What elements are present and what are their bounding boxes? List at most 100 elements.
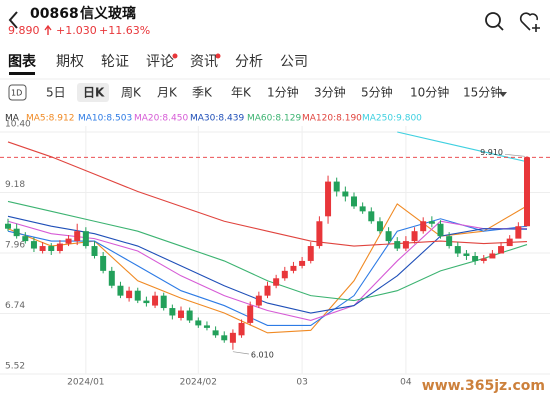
candle-body — [48, 246, 55, 252]
candle-body — [420, 221, 427, 232]
low-annotation: 6.010 — [251, 351, 274, 360]
tab[interactable]: 评论 — [146, 54, 174, 70]
candle-body — [203, 325, 210, 328]
tab[interactable]: 图表 — [8, 53, 37, 70]
candle-body — [333, 181, 340, 192]
legend-entry: MA5:8.912 — [26, 114, 74, 124]
candle-body — [195, 320, 202, 326]
period[interactable]: 1分钟 — [267, 85, 299, 100]
period[interactable]: 日K — [83, 86, 105, 100]
candle-body — [524, 157, 530, 227]
candle-body — [506, 238, 513, 247]
candle-body — [152, 295, 159, 306]
candle-body — [411, 231, 418, 242]
candle-body — [299, 260, 306, 266]
period[interactable]: 10分钟 — [410, 85, 449, 100]
tab[interactable]: 分析 — [235, 54, 263, 70]
candle-body — [22, 236, 29, 242]
badge-dot — [172, 53, 178, 59]
y-tick-label: 5.52 — [5, 362, 25, 372]
ma-line — [397, 131, 528, 163]
legend-entry: MA20:8.450 — [134, 114, 188, 124]
tab[interactable]: 资讯 — [190, 54, 218, 70]
period[interactable]: 年K — [231, 86, 252, 100]
search-icon[interactable] — [485, 12, 504, 31]
candle-body — [307, 246, 314, 261]
legend-entry: MA120:8.190 — [302, 114, 362, 124]
period[interactable]: 季K — [192, 86, 213, 100]
candle-body — [498, 246, 505, 254]
candle-body — [463, 253, 470, 256]
candle-body — [342, 191, 349, 197]
period-icon-box — [8, 84, 27, 101]
candle-body — [368, 211, 375, 222]
y-tick-label: 9.18 — [5, 180, 25, 190]
candle-body — [255, 295, 262, 306]
candle-body — [264, 285, 271, 296]
candle-body — [472, 255, 479, 261]
candle-body — [489, 253, 496, 259]
candle-body — [385, 231, 392, 242]
y-tick-label: 10.40 — [5, 120, 31, 130]
candle-body — [229, 332, 236, 343]
period[interactable]: 3分钟 — [314, 85, 346, 100]
candle-body — [351, 196, 357, 207]
period[interactable]: 5分钟 — [361, 85, 393, 100]
x-tick-label: 03 — [296, 378, 307, 388]
ma-line — [7, 218, 528, 326]
candle-body — [238, 322, 245, 336]
period[interactable]: 月K — [157, 86, 178, 100]
candle-body — [359, 206, 366, 212]
x-tick-label: 04 — [400, 378, 412, 388]
candle-body — [91, 246, 98, 256]
candle-body — [178, 310, 184, 318]
candle-body — [169, 308, 176, 316]
price: 9.890 — [8, 24, 40, 37]
candle-body — [480, 258, 487, 261]
candle-body — [446, 236, 453, 247]
x-tick-label: 2024/01 — [67, 378, 104, 388]
watchlist-icon[interactable] — [519, 12, 540, 32]
y-tick-label: 7.96 — [5, 241, 25, 251]
dropdown-arrow[interactable] — [499, 92, 507, 97]
candle-body — [74, 231, 81, 242]
candle-body — [437, 223, 444, 237]
tab[interactable]: 轮证 — [101, 54, 129, 70]
candle-body — [160, 295, 167, 309]
tab-underline — [9, 72, 35, 75]
up-arrow — [44, 24, 52, 35]
tab[interactable]: 期权 — [56, 54, 84, 70]
ma-line — [7, 141, 528, 247]
candle-body — [108, 270, 115, 286]
candle-body — [186, 310, 193, 321]
candle-body — [117, 285, 124, 296]
annotation-leader — [232, 351, 249, 355]
candle-body — [5, 223, 11, 229]
period[interactable]: 5日 — [46, 86, 66, 100]
period[interactable]: 1D — [11, 89, 22, 98]
period-selected-bg — [77, 83, 109, 102]
back-button[interactable] — [8, 11, 18, 29]
stock-code: 00868 — [30, 6, 79, 22]
candle-body — [13, 228, 20, 237]
period[interactable]: 周K — [121, 86, 142, 100]
legend-entry: MA30:8.439 — [190, 114, 244, 124]
candle-body — [143, 300, 150, 304]
candle-body — [39, 246, 46, 252]
candle-body — [221, 335, 228, 341]
high-annotation: 9.910 — [480, 148, 503, 157]
candle-body — [394, 241, 401, 249]
candle-body — [56, 243, 63, 252]
period[interactable]: 15分钟 — [463, 85, 502, 100]
candle-body — [134, 290, 141, 301]
candle-body — [428, 221, 435, 224]
candle-body — [247, 305, 254, 323]
tab[interactable]: 公司 — [280, 54, 308, 70]
candle-body — [376, 221, 383, 232]
legend-entry: MA250:9.800 — [362, 114, 422, 124]
candle-body — [126, 290, 133, 299]
candle-body — [273, 278, 280, 286]
candle-body — [515, 226, 522, 239]
